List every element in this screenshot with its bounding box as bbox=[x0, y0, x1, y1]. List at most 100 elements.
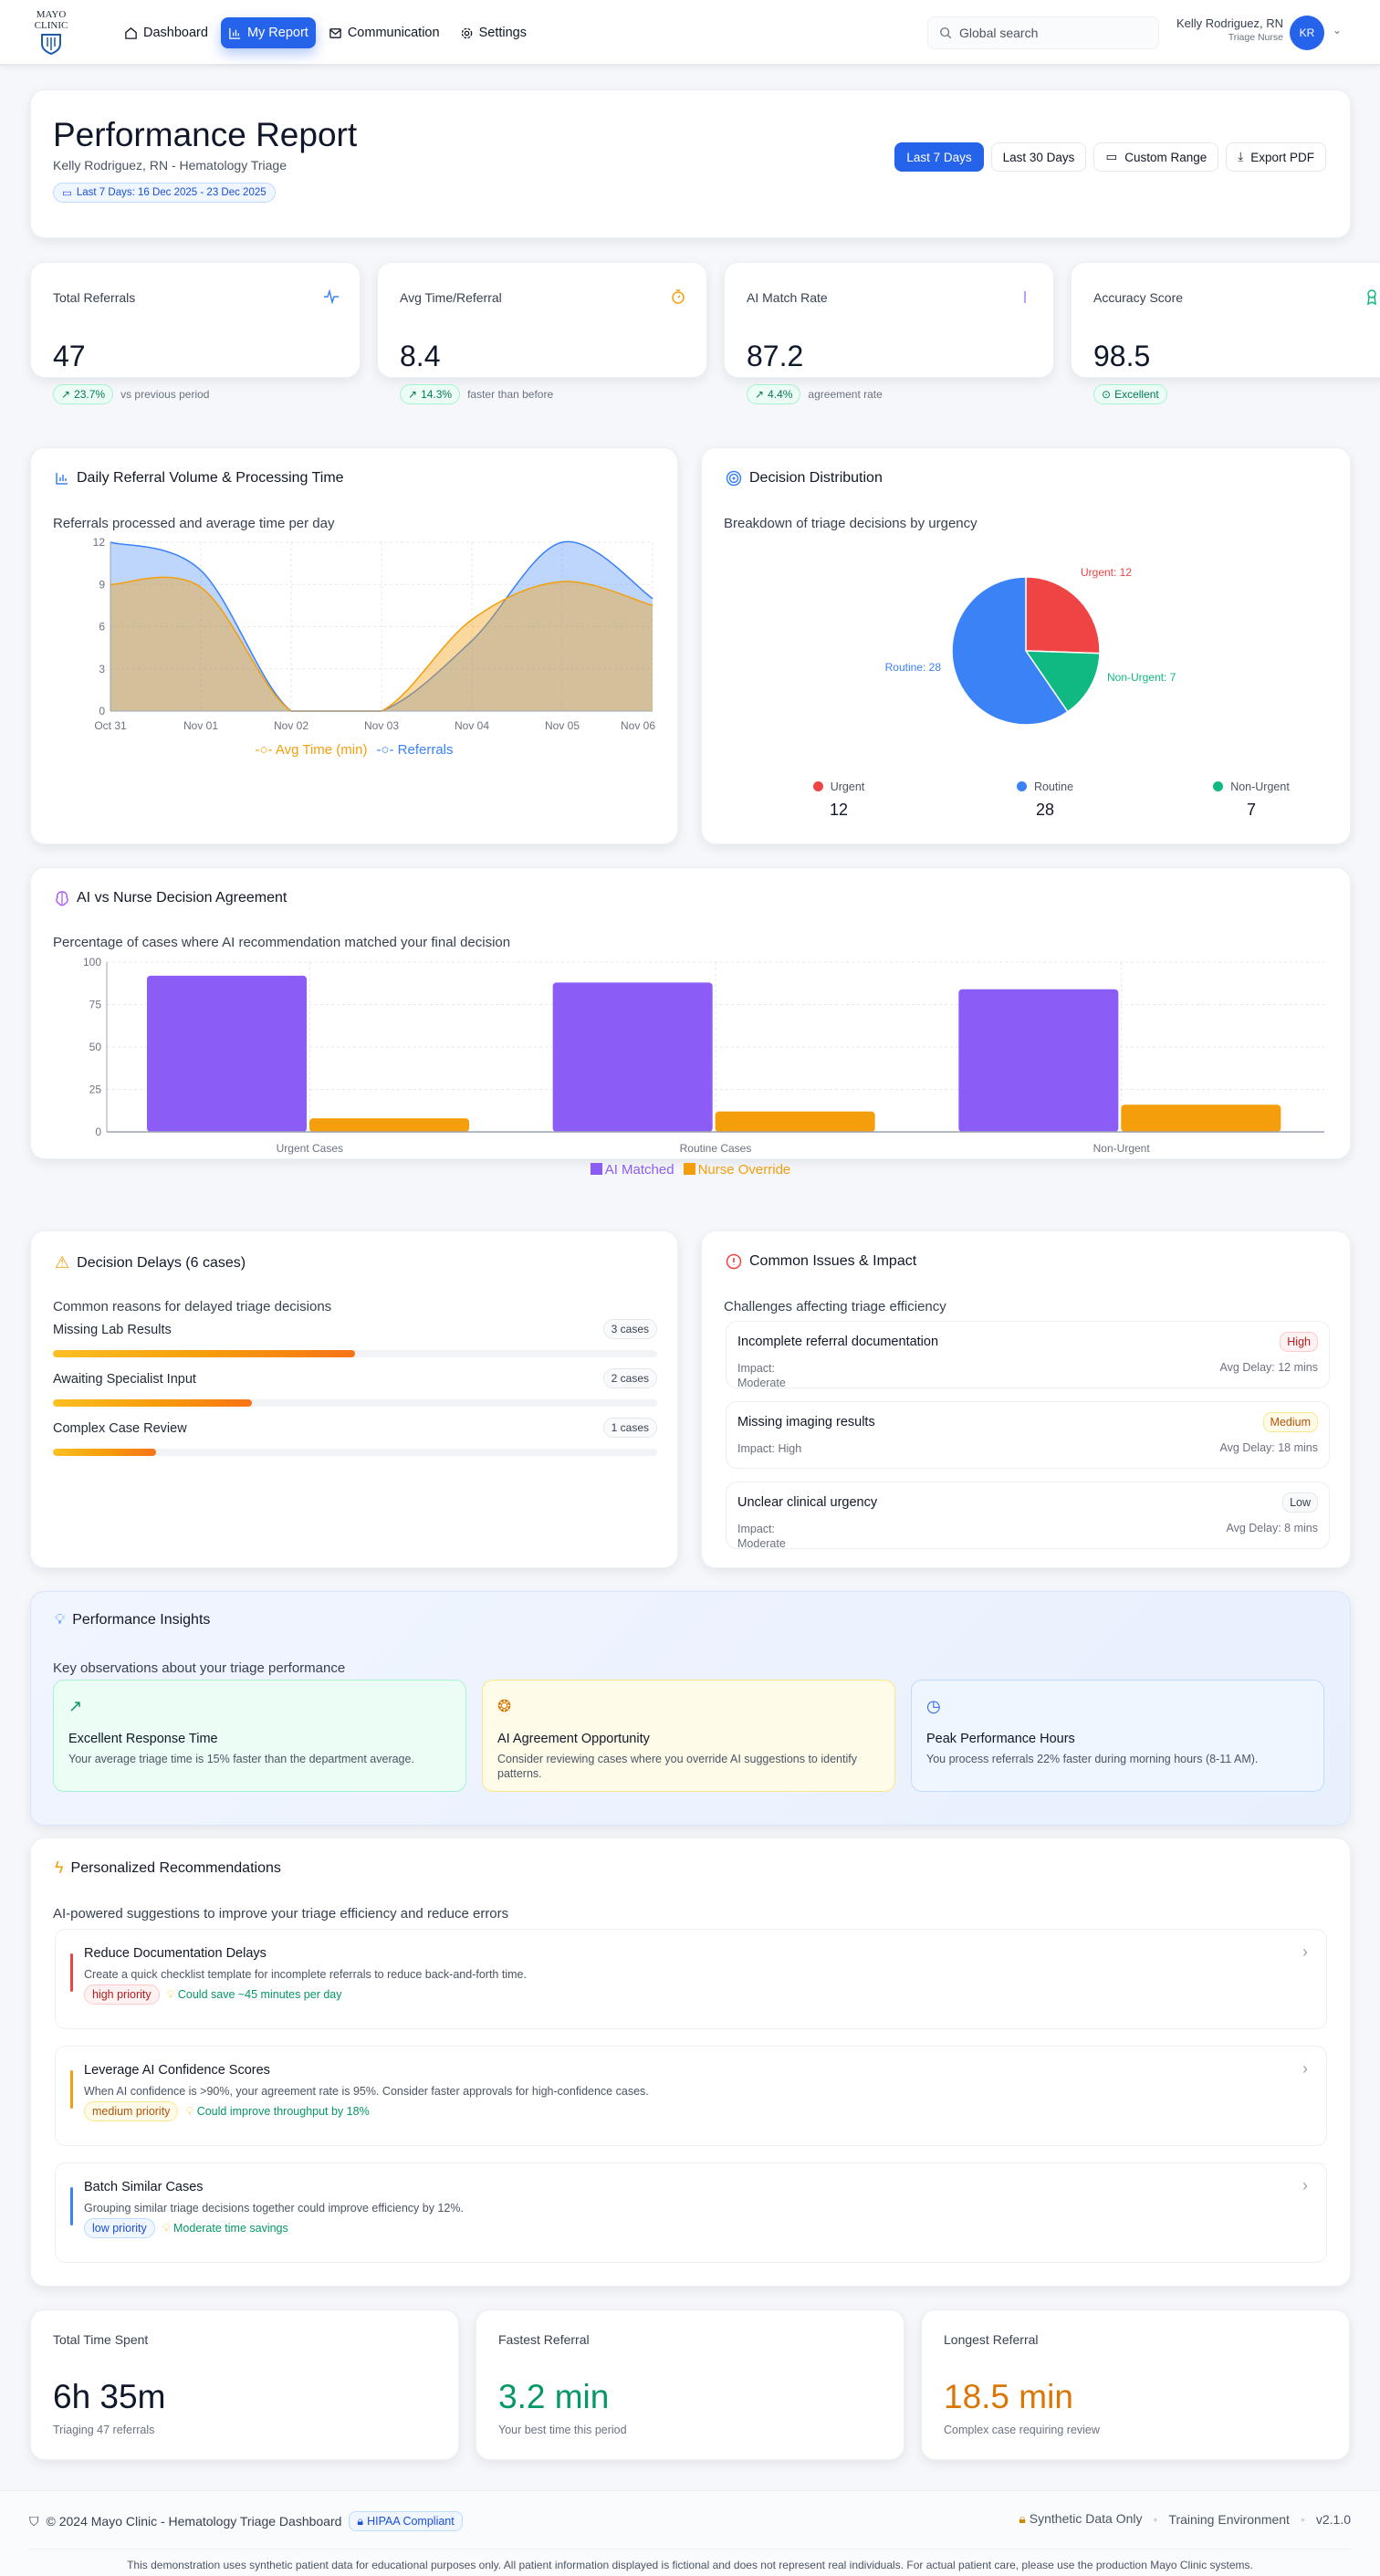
pie-slice-non-urgent[interactable] bbox=[1024, 650, 1101, 713]
x-tick-label: Nov 04 bbox=[455, 719, 489, 732]
area-avg-time-min- bbox=[110, 577, 653, 711]
bar-chart-icon bbox=[56, 473, 68, 485]
custom-range-button[interactable]: ▭ Custom Range bbox=[1093, 142, 1219, 172]
case-count-badge: 2 cases bbox=[602, 1368, 657, 1388]
pie-legend-item: Urgent 12 bbox=[793, 780, 884, 820]
priority-accent bbox=[70, 1953, 73, 1992]
calendar-icon: ▭ bbox=[62, 188, 72, 199]
priority-accent bbox=[70, 2070, 73, 2109]
summary-stat-card: Fastest Referral 3.2 min Your best time th… bbox=[476, 2309, 904, 2460]
clock-icon: ◷ bbox=[926, 1697, 941, 1715]
x-tick-label: Nov 02 bbox=[274, 719, 308, 732]
chevron-right-icon[interactable]: › bbox=[1302, 2059, 1308, 2078]
chevron-down-icon[interactable]: ⌄ bbox=[1333, 24, 1343, 37]
lightbulb-icon: 💡︎ bbox=[185, 2104, 194, 2118]
mayo-clinic-logo[interactable]: MAYO CLINIC bbox=[28, 9, 74, 55]
kpi-card: Total Referrals 47 ↗ 23.7% vs previous per… bbox=[30, 262, 361, 404]
legend-item[interactable]: -○- Referrals bbox=[376, 742, 454, 758]
footer: ⛉ © 2024 Mayo Clinic - Hematology Triage … bbox=[0, 2490, 1380, 2576]
chevron-right-icon[interactable]: › bbox=[1302, 2176, 1308, 2194]
kpi-value: 87.2 bbox=[747, 340, 804, 372]
y-tick-label: 0 bbox=[99, 705, 105, 717]
recommendation-item[interactable]: Batch Similar Cases Grouping similar tria… bbox=[55, 2162, 1327, 2263]
top-nav: MAYO CLINIC Dashboard My Report Communica… bbox=[0, 0, 1380, 66]
kpi-value: 47 bbox=[53, 340, 86, 372]
kpi-card: Accuracy Score 98.5 ⊙ Excellent bbox=[1071, 262, 1380, 404]
issue-item[interactable]: Unclear clinical urgency Low Impact: Moder… bbox=[726, 1482, 1330, 1550]
pie-legend-item: Routine 28 bbox=[999, 780, 1091, 820]
slice-label: Routine: 28 bbox=[885, 661, 942, 674]
export-pdf-button[interactable]: ⤓ Export PDF bbox=[1226, 142, 1326, 172]
chevron-right-icon[interactable]: › bbox=[1302, 1942, 1308, 1961]
delay-item: Awaiting Specialist Input 2 cases bbox=[53, 1368, 657, 1407]
user-info[interactable]: Kelly Rodriguez, RN Triage Nurse bbox=[1176, 16, 1283, 43]
last-7-days-button[interactable]: Last 7 Days bbox=[894, 142, 984, 172]
nav-my-report[interactable]: My Report bbox=[220, 17, 316, 48]
kpi-note: agreement rate bbox=[808, 388, 883, 401]
x-tick-label: Nov 06 bbox=[621, 719, 655, 732]
progress-fill bbox=[53, 1449, 156, 1456]
lightning-icon: ϟ bbox=[55, 1859, 64, 1877]
trending-up-icon: ↗ bbox=[755, 388, 765, 401]
lock-icon: 🔒︎ bbox=[1019, 2511, 1026, 2526]
kpi-label: Accuracy Score bbox=[1093, 290, 1184, 305]
pie-slice-routine[interactable] bbox=[951, 576, 1069, 726]
issue-item[interactable]: Missing imaging results Medium Impact: Hig… bbox=[726, 1401, 1330, 1469]
severity-badge: Medium bbox=[1262, 1412, 1318, 1432]
summary-stat-card: Total Time Spent 6h 35m Triaging 47 referr… bbox=[30, 2309, 459, 2460]
legend-item[interactable]: Nurse Override bbox=[683, 1162, 790, 1178]
x-tick-label: Nov 05 bbox=[545, 719, 580, 732]
legend-swatch bbox=[683, 1163, 695, 1175]
page-subtitle: Kelly Rodriguez, RN - Hematology Triage bbox=[53, 158, 287, 173]
y-tick-label: 12 bbox=[93, 536, 106, 549]
recommendation-item[interactable]: Reduce Documentation Delays Create a quic… bbox=[55, 1929, 1327, 2029]
delay-item: Missing Lab Results 3 cases bbox=[53, 1319, 657, 1357]
home-icon bbox=[125, 26, 137, 39]
x-tick-label: Routine Cases bbox=[680, 1142, 752, 1155]
kpi-badge: ↗ 14.3% bbox=[400, 384, 461, 404]
kpi-badge: ⊙ Excellent bbox=[1093, 384, 1167, 404]
brain-icon bbox=[1024, 291, 1026, 303]
kpi-badge: ↗ 4.4% bbox=[747, 384, 801, 404]
bar-ai-matched[interactable] bbox=[958, 989, 1119, 1132]
pie-chart: Urgent: 12 Routine: 28 Non-Urgent: 7 bbox=[885, 566, 1176, 726]
issue-item[interactable]: Incomplete referral documentation High Imp… bbox=[726, 1321, 1330, 1389]
last-30-days-button[interactable]: Last 30 Days bbox=[990, 142, 1087, 172]
priority-badge: medium priority bbox=[84, 2101, 179, 2121]
progress-bar bbox=[53, 1350, 657, 1357]
bar-nurse-override[interactable] bbox=[309, 1118, 469, 1132]
pie-slice-urgent[interactable] bbox=[1025, 576, 1101, 654]
nav-communication[interactable]: Communication bbox=[321, 17, 447, 48]
bar-nurse-override[interactable] bbox=[715, 1111, 875, 1132]
global-search-input[interactable]: Global search bbox=[927, 16, 1159, 49]
legend-item[interactable]: AI Matched bbox=[590, 1162, 674, 1178]
avatar[interactable]: KR bbox=[1290, 16, 1324, 50]
bar-nurse-override[interactable] bbox=[1121, 1105, 1281, 1132]
area-chart: 0 3 6 9 12 Oct 31 Nov 01 Nov 02 Nov 03 Nov 04 Nov … bbox=[93, 536, 656, 732]
y-tick-label: 100 bbox=[83, 956, 101, 969]
gear-icon bbox=[461, 27, 472, 38]
bar-ai-matched[interactable] bbox=[147, 975, 307, 1132]
progress-bar bbox=[53, 1399, 657, 1407]
kpi-value: 8.4 bbox=[400, 340, 441, 372]
y-tick-label: 3 bbox=[99, 663, 105, 675]
nav-settings[interactable]: Settings bbox=[453, 17, 534, 48]
ai-agreement-card: AI vs Nurse Decision Agreement Percentag… bbox=[30, 867, 1351, 1178]
lock-icon: 🔒︎ bbox=[357, 2514, 364, 2528]
lightbulb-icon: 💡︎ bbox=[55, 1612, 66, 1628]
recommendation-item[interactable]: Leverage AI Confidence Scores When AI con… bbox=[55, 2046, 1327, 2146]
activity-icon bbox=[324, 288, 339, 305]
page-title: Performance Report bbox=[53, 116, 358, 153]
version-label: v2.1.0 bbox=[1315, 2511, 1351, 2527]
bar-ai-matched[interactable] bbox=[552, 982, 713, 1132]
y-tick-label: 75 bbox=[89, 999, 102, 1011]
lightbulb-icon: 💡︎ bbox=[162, 2221, 171, 2235]
trending-up-icon: ↗ bbox=[61, 388, 71, 401]
brain-icon bbox=[56, 891, 68, 906]
kpi-label: Avg Time/Referral bbox=[400, 290, 502, 305]
bar-chart: 0 25 50 75 100 Urgent Cases Routine Cases Non-U… bbox=[83, 956, 1324, 1155]
nav-dashboard[interactable]: Dashboard bbox=[117, 17, 215, 48]
legend-item[interactable]: -○- Avg Time (min) bbox=[255, 742, 368, 758]
kpi-badge: ↗ 23.7% bbox=[53, 384, 114, 404]
kpi-card: Avg Time/Referral 8.4 ↗ 14.3% faster than … bbox=[377, 262, 707, 404]
